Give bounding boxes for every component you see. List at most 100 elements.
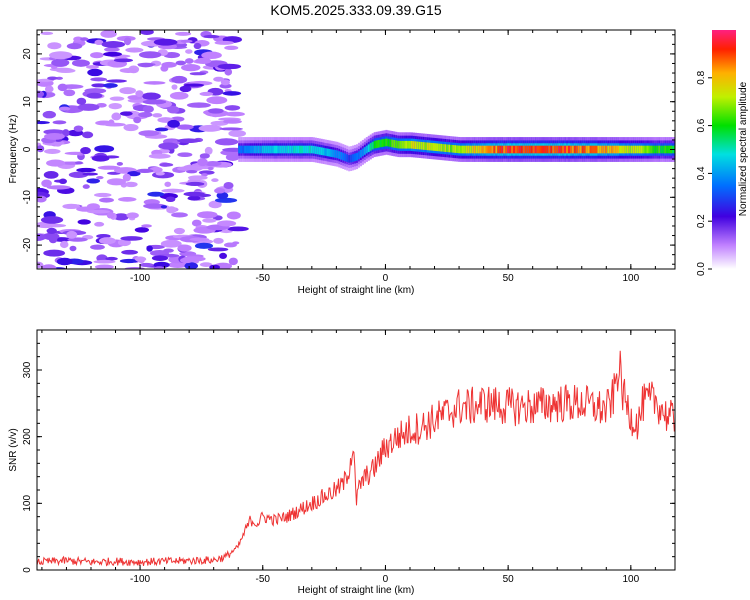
spectrogram-ridge-cell bbox=[628, 145, 631, 154]
spectrogram-ridge-cell bbox=[497, 145, 500, 154]
spectrogram-ridge-cell bbox=[460, 145, 463, 154]
spectrogram-noise-blob bbox=[183, 191, 205, 197]
spectrogram-ridge-cell bbox=[287, 145, 290, 154]
spectrogram-noise-blob bbox=[93, 259, 116, 264]
spectrogram-noise-blob bbox=[175, 31, 192, 36]
colorbar-tick-label: 0.0 bbox=[696, 262, 707, 276]
spectrogram-ridge-cell bbox=[363, 147, 366, 155]
snr-x-tick-label: 0 bbox=[383, 574, 389, 585]
spectrogram-noise-blob bbox=[180, 39, 193, 43]
spectrogram-ridge-cell bbox=[403, 140, 406, 149]
spectrogram-ridge-cell bbox=[281, 145, 284, 154]
spectrogram-noise-blob bbox=[86, 203, 100, 211]
spectrogram-ridge-cell bbox=[342, 152, 345, 161]
spectrogram-noise-blob bbox=[159, 162, 174, 167]
spectrogram-ridge-cell bbox=[381, 139, 384, 147]
spectrogram-ridge-cell bbox=[589, 145, 592, 154]
spectrogram-noise-blob bbox=[143, 203, 166, 209]
snr-y-tick-label: 300 bbox=[22, 361, 33, 378]
spectrogram-ridge-cell bbox=[507, 145, 510, 154]
spectrogram-ridge-cell bbox=[642, 145, 645, 154]
spectrogram-ridge-cell bbox=[248, 145, 251, 154]
spectrogram-noise-blob bbox=[97, 165, 121, 170]
chart-title: KOM5.2025.333.09.39.G15 bbox=[270, 2, 441, 18]
spectrogram-ridge-cell bbox=[310, 145, 313, 154]
snr-panel: -100 -50 0 50 100 0 100 200 300 Height of strai… bbox=[8, 329, 676, 596]
spectrogram-ridge-cell bbox=[304, 145, 308, 154]
spectrogram-ridge-cell bbox=[621, 145, 624, 154]
spectrogram-noise-blob bbox=[90, 244, 105, 250]
spectrogram-noise-blob bbox=[167, 105, 180, 114]
spectrogram-noise-blob bbox=[99, 197, 114, 203]
spectrogram-x-axis: -100 -50 0 50 100 bbox=[41, 30, 656, 284]
spectrogram-ridge-cell bbox=[664, 145, 667, 154]
spectrogram-noise-blob bbox=[224, 111, 245, 117]
spectrogram-noise-blob bbox=[214, 197, 238, 203]
spectrogram-noise-blob bbox=[109, 96, 125, 101]
spectrogram-noise-blob bbox=[232, 241, 240, 245]
spectrogram-noise-blob bbox=[103, 122, 126, 127]
spectrogram-noise-blob bbox=[80, 37, 89, 41]
spectrogram-noise-blob bbox=[219, 252, 228, 260]
spectrogram-ridge-cell bbox=[306, 145, 310, 154]
spectrogram-noise-blob bbox=[154, 127, 169, 132]
spectrogram-noise-blob bbox=[222, 91, 242, 96]
spectrogram-ridge-cell bbox=[583, 145, 586, 154]
spectrogram-noise-blob bbox=[126, 212, 139, 219]
spectrogram-ridge-cell bbox=[632, 145, 635, 154]
spectrogram-noise-blob bbox=[96, 175, 104, 180]
spectrogram-x-tick-label: -100 bbox=[130, 273, 150, 284]
spectrogram-ridge-cell bbox=[475, 145, 478, 154]
spectrogram-ridge-cell bbox=[322, 147, 325, 156]
spectrogram-noise-blob bbox=[185, 58, 194, 64]
spectrogram-noise-blob bbox=[227, 226, 249, 232]
spectrogram-noise-blob bbox=[147, 191, 165, 197]
spectrogram-noise-blob bbox=[103, 83, 118, 88]
spectrogram-noise-blob bbox=[37, 121, 50, 125]
spectrogram-noise-blob bbox=[209, 264, 221, 269]
spectrogram-noise-blob bbox=[202, 218, 217, 223]
spectrogram-noise-blob bbox=[186, 102, 211, 108]
spectrogram-ridge-cell bbox=[259, 145, 262, 154]
spectrogram-noise-blob bbox=[207, 108, 224, 114]
spectrogram-ridge-cell bbox=[491, 145, 494, 154]
colorbar-tick-label: 0.6 bbox=[696, 118, 707, 132]
spectrogram-ridge-cell bbox=[481, 145, 484, 154]
spectrogram-noise-blob bbox=[121, 249, 139, 255]
snr-x-tick-label: 100 bbox=[622, 574, 639, 585]
spectrogram-ridge-cell bbox=[522, 145, 525, 154]
spectrogram-ridge-cell bbox=[385, 138, 388, 147]
spectrogram-ridge-cell bbox=[544, 145, 547, 154]
spectrogram-ridge-cell bbox=[526, 145, 529, 154]
spectrogram-ridge-cell bbox=[367, 144, 370, 153]
colorbar-gradient bbox=[712, 30, 736, 269]
spectrogram-ridge-cell bbox=[399, 140, 402, 149]
spectrogram-ridge-cell bbox=[391, 139, 394, 148]
spectrogram-ridge-cell bbox=[532, 145, 535, 154]
spectrogram-noise-blob bbox=[176, 124, 194, 130]
spectrogram-noise-blob bbox=[138, 51, 162, 59]
spectrogram-noise-blob bbox=[197, 211, 218, 219]
spectrogram-noise-blob bbox=[101, 41, 126, 48]
spectrogram-ridge-cell bbox=[467, 145, 470, 154]
spectrogram-noise-blob bbox=[161, 188, 185, 193]
spectrogram-ridge-cell bbox=[410, 140, 414, 149]
spectrogram-ridge-cell bbox=[638, 145, 641, 154]
spectrogram-noise-blob bbox=[179, 85, 192, 93]
spectrogram-noise-blob bbox=[219, 229, 233, 234]
spectrogram-noise-blob bbox=[37, 90, 45, 98]
spectrogram-noise-blob bbox=[84, 88, 107, 94]
spectrogram-ridge-cell bbox=[253, 145, 257, 154]
spectrogram-ridge-cell bbox=[611, 145, 614, 154]
spectrogram-noise-blob bbox=[151, 255, 168, 261]
spectrogram-ridge-cell bbox=[267, 145, 270, 154]
spectrogram-ridge-cell bbox=[299, 145, 302, 154]
spectrogram-noise-blob bbox=[187, 175, 208, 181]
spectrogram-ridge-cell bbox=[636, 145, 639, 154]
spectrogram-ridge-cell bbox=[275, 145, 278, 154]
spectrogram-noise-blob bbox=[228, 129, 247, 138]
spectrogram-ridge-cell bbox=[648, 145, 651, 154]
spectrogram-ridge-cell bbox=[646, 145, 649, 154]
colorbar: 0.0 0.2 0.4 0.6 0.8 Normalized spectral ampl… bbox=[696, 30, 749, 276]
spectrogram-heatmap bbox=[37, 30, 675, 269]
